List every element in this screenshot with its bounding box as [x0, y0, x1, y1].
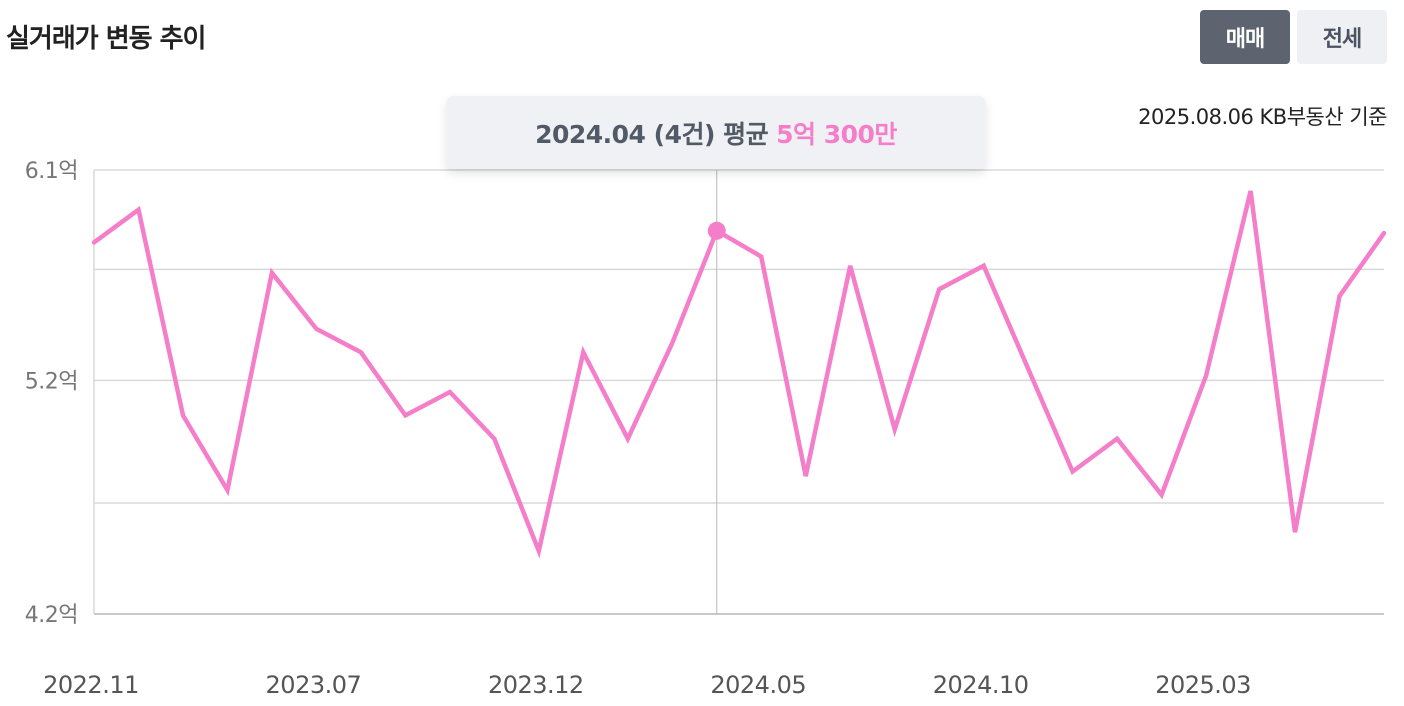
tooltip-value: 5억 300만	[776, 119, 897, 149]
x-tick-label-1: 2023.07	[266, 671, 362, 699]
x-tick-label-5: 2025.03	[1155, 671, 1251, 699]
x-tick-label-2: 2023.12	[488, 671, 584, 699]
series-line	[91, 190, 1387, 559]
y-tick-label-0: 4.2억	[25, 603, 78, 628]
tooltip-label: 2024.04 (4건) 평균	[535, 119, 769, 149]
page-title: 실거래가 변동 추이	[6, 24, 206, 54]
chart-tooltip: 2024.04 (4건) 평균 5억 300만	[447, 96, 985, 169]
data-source-note: 2025.08.06 KB부동산 기준	[1138, 105, 1387, 129]
x-tick-label-3: 2024.05	[710, 671, 806, 699]
tab-sale[interactable]: 매매	[1200, 10, 1290, 64]
x-tick-label-4: 2024.10	[933, 671, 1029, 699]
y-tick-label-1: 5.2억	[25, 369, 78, 394]
trade-type-tabs: 매매 전세	[1200, 10, 1387, 64]
tab-jeonse[interactable]: 전세	[1297, 10, 1387, 64]
y-tick-label-2: 6.1억	[25, 159, 78, 184]
x-tick-label-0: 2022.11	[43, 671, 139, 699]
highlighted-point	[707, 221, 726, 240]
